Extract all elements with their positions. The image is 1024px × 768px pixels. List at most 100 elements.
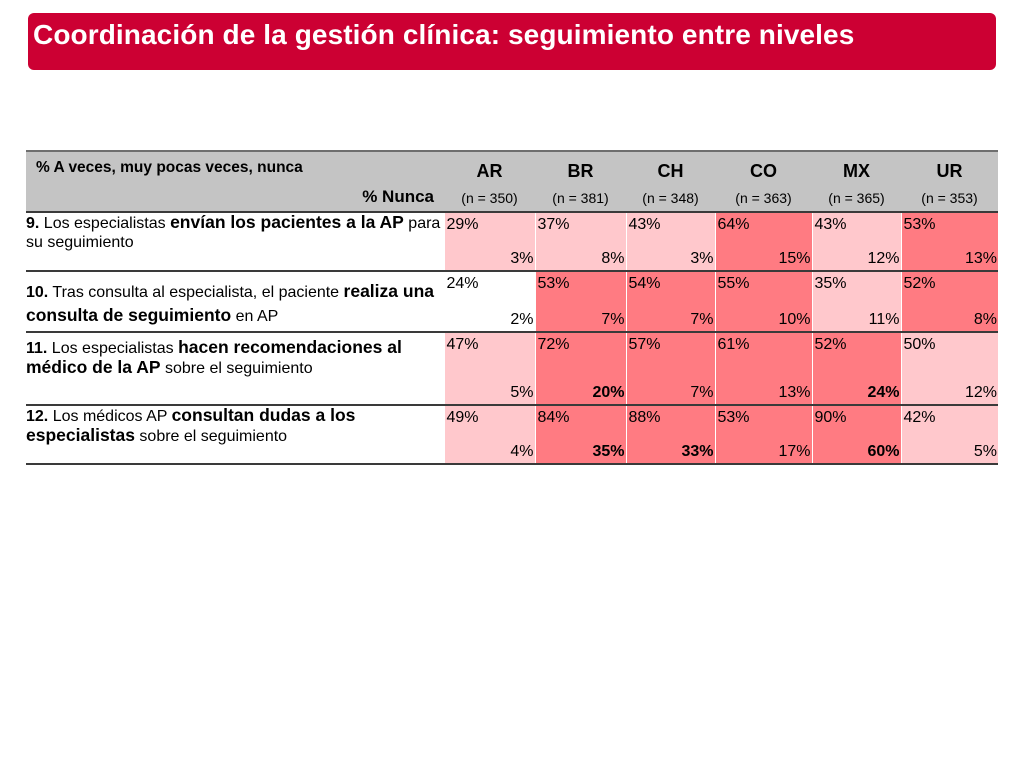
- value-cell: 24% 2%: [443, 271, 535, 333]
- value-never: 3%: [510, 250, 534, 267]
- value-sometimes: 54%: [628, 275, 661, 292]
- value-cell: 42% 5%: [900, 405, 998, 465]
- value-cell: 37% 8%: [534, 212, 626, 272]
- value-cell: 57% 7%: [625, 332, 715, 406]
- value-sometimes: 57%: [628, 336, 661, 353]
- value-never: 17%: [778, 443, 811, 460]
- value-never: 10%: [778, 311, 811, 328]
- question-emphasis: realiza una consulta de seguimiento: [26, 281, 434, 325]
- value-sometimes: 53%: [903, 216, 936, 233]
- value-sometimes: 52%: [814, 336, 847, 353]
- question-number: 12.: [26, 408, 49, 425]
- header-country-ar: AR (n = 350): [444, 150, 535, 213]
- value-never: 11%: [868, 311, 900, 328]
- question-text: Los especialistas: [47, 340, 179, 357]
- question-number: 9.: [26, 215, 40, 232]
- value-cell: 52% 24%: [811, 332, 901, 406]
- value-never: 3%: [690, 250, 714, 267]
- value-cell: 49% 4%: [443, 405, 535, 465]
- value-sometimes: 43%: [628, 216, 661, 233]
- value-never: 2%: [510, 311, 534, 328]
- question-emphasis: consultan dudas a los especialistas: [26, 405, 356, 445]
- value-sometimes: 47%: [446, 336, 479, 353]
- value-never: 13%: [778, 384, 811, 401]
- sample-size: (n = 365): [828, 190, 885, 206]
- value-sometimes: 88%: [628, 409, 661, 426]
- header-country-ch: CH (n = 348): [626, 150, 715, 213]
- question-text: sobre el seguimiento: [160, 360, 313, 377]
- question-emphasis: envían los pacientes a la AP: [170, 212, 404, 232]
- value-sometimes: 42%: [903, 409, 936, 426]
- value-never: 12%: [964, 384, 997, 401]
- value-sometimes: 84%: [537, 409, 570, 426]
- value-sometimes: 90%: [814, 409, 847, 426]
- value-never: 4%: [510, 443, 534, 460]
- value-sometimes: 29%: [446, 216, 479, 233]
- value-sometimes: 61%: [717, 336, 750, 353]
- value-never: 7%: [601, 311, 625, 328]
- sample-size: (n = 363): [735, 190, 792, 206]
- value-sometimes: 50%: [903, 336, 936, 353]
- country-code: AR: [476, 161, 503, 181]
- table-row: 10. Tras consulta al especialista, el pa…: [26, 271, 998, 333]
- question-text: en AP: [231, 308, 279, 325]
- value-sometimes: 64%: [717, 216, 750, 233]
- value-never: 12%: [867, 250, 900, 267]
- value-cell: 53% 17%: [714, 405, 812, 465]
- value-cell: 35% 11%: [811, 271, 901, 333]
- value-cell: 54% 7%: [625, 271, 715, 333]
- sample-size: (n = 353): [921, 190, 978, 206]
- sample-size: (n = 350): [461, 190, 518, 206]
- value-sometimes: 72%: [537, 336, 570, 353]
- table-row: 12. Los médicos AP consultan dudas a los…: [26, 405, 998, 465]
- value-cell: 47% 5%: [443, 332, 535, 406]
- question-text: Los médicos AP: [48, 408, 172, 425]
- value-cell: 90% 60%: [811, 405, 901, 465]
- header-country-co: CO (n = 363): [715, 150, 812, 213]
- question-cell: 12. Los médicos AP consultan dudas a los…: [26, 405, 444, 465]
- table-row: 9. Los especialistas envían los paciente…: [26, 212, 998, 272]
- results-table: % A veces, muy pocas veces, nunca % Nunc…: [26, 150, 998, 465]
- country-code: UR: [936, 161, 963, 181]
- header-label-cell: % A veces, muy pocas veces, nunca % Nunc…: [26, 150, 444, 213]
- value-sometimes: 43%: [814, 216, 847, 233]
- value-cell: 29% 3%: [443, 212, 535, 272]
- question-emphasis: hacen recomendaciones al médico de la AP: [26, 337, 402, 377]
- value-never: 8%: [973, 311, 997, 328]
- country-code: CH: [657, 161, 684, 181]
- value-cell: 50% 12%: [900, 332, 998, 406]
- value-cell: 53% 13%: [900, 212, 998, 272]
- value-sometimes: 24%: [446, 275, 479, 292]
- value-cell: 84% 35%: [534, 405, 626, 465]
- value-sometimes: 53%: [537, 275, 570, 292]
- value-never: 13%: [964, 250, 997, 267]
- value-sometimes: 52%: [903, 275, 936, 292]
- question-number: 11.: [26, 340, 48, 357]
- value-never: 5%: [510, 384, 534, 401]
- question-text: para su seguimiento: [26, 215, 441, 251]
- sample-size: (n = 348): [642, 190, 699, 206]
- question-text: sobre el seguimiento: [134, 428, 288, 445]
- value-never: 8%: [601, 250, 625, 267]
- value-cell: 43% 3%: [625, 212, 715, 272]
- header-country-br: BR (n = 381): [535, 150, 626, 213]
- value-never: 60%: [867, 443, 900, 460]
- value-cell: 43% 12%: [811, 212, 901, 272]
- header-label-sometimes: % A veces, muy pocas veces, nunca: [36, 159, 303, 176]
- value-cell: 61% 13%: [714, 332, 812, 406]
- value-never: 7%: [690, 384, 714, 401]
- header-label-never: % Nunca: [362, 187, 434, 206]
- value-never: 7%: [690, 311, 714, 328]
- question-cell: 10. Tras consulta al especialista, el pa…: [26, 271, 444, 333]
- country-code: CO: [750, 161, 777, 181]
- country-code: BR: [567, 161, 594, 181]
- value-cell: 64% 15%: [714, 212, 812, 272]
- question-text: Tras consulta al especialista, el pacien…: [48, 284, 344, 301]
- table-header-row: % A veces, muy pocas veces, nunca % Nunc…: [26, 150, 998, 213]
- question-cell: 11. Los especialistas hacen recomendacio…: [26, 332, 444, 406]
- value-never: 35%: [592, 443, 625, 460]
- page-title: Coordinación de la gestión clínica: segu…: [33, 19, 855, 50]
- value-cell: 72% 20%: [534, 332, 626, 406]
- value-sometimes: 55%: [717, 275, 750, 292]
- value-cell: 53% 7%: [534, 271, 626, 333]
